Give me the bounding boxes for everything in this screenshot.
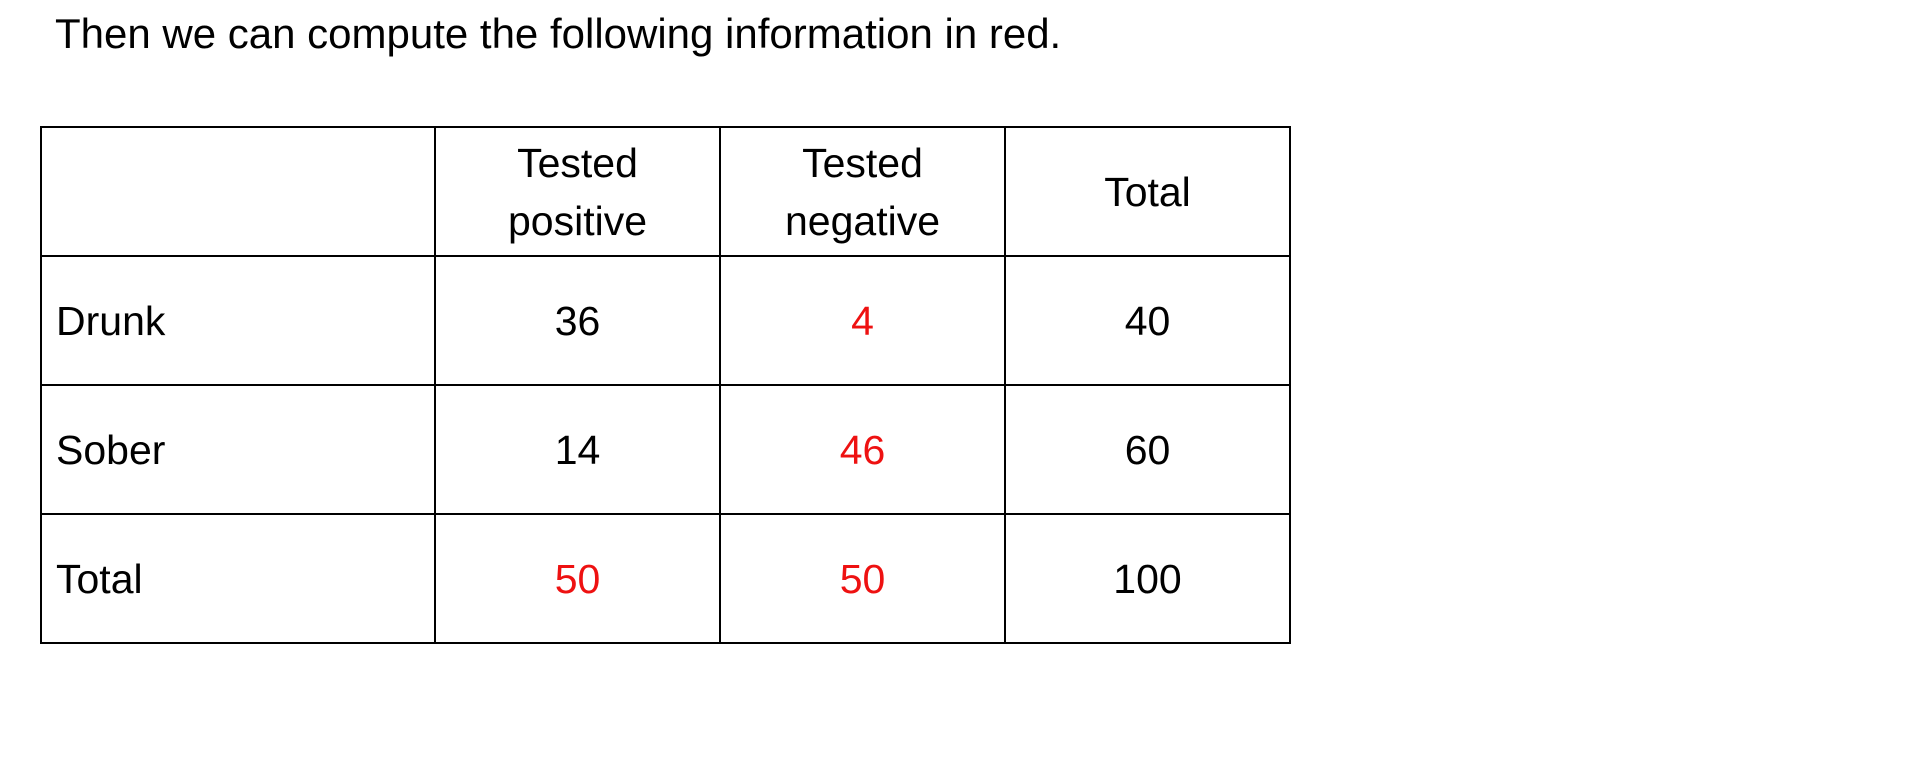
table-row-sober: Sober 14 46 60 bbox=[40, 384, 1291, 515]
header-corner-cell bbox=[40, 126, 436, 257]
header-total: Total bbox=[1004, 126, 1291, 257]
contingency-table: Tested positive Tested negative Total Dr… bbox=[40, 126, 1291, 644]
table-row-total: Total 50 50 100 bbox=[40, 513, 1291, 644]
cell-sober-total: 60 bbox=[1004, 384, 1291, 515]
cell-sober-tested-negative: 46 bbox=[719, 384, 1006, 515]
header-tested-negative-line1: Tested bbox=[802, 139, 923, 186]
row-label-total: Total bbox=[40, 513, 436, 644]
header-tested-positive-line2: positive bbox=[507, 197, 647, 244]
cell-sober-tested-positive: 14 bbox=[434, 384, 721, 515]
row-label-drunk: Drunk bbox=[40, 255, 436, 386]
header-tested-positive: Tested positive bbox=[434, 126, 721, 257]
header-tested-positive-line1: Tested bbox=[517, 139, 638, 186]
cell-total-tested-negative: 50 bbox=[719, 513, 1006, 644]
intro-text: Then we can compute the following inform… bbox=[55, 10, 1062, 57]
cell-total-total: 100 bbox=[1004, 513, 1291, 644]
header-tested-negative: Tested negative bbox=[719, 126, 1006, 257]
row-label-sober: Sober bbox=[40, 384, 436, 515]
table-row-drunk: Drunk 36 4 40 bbox=[40, 255, 1291, 386]
cell-drunk-tested-positive: 36 bbox=[434, 255, 721, 386]
cell-drunk-tested-negative: 4 bbox=[719, 255, 1006, 386]
cell-drunk-total: 40 bbox=[1004, 255, 1291, 386]
cell-total-tested-positive: 50 bbox=[434, 513, 721, 644]
table-header-row: Tested positive Tested negative Total bbox=[40, 126, 1291, 257]
header-tested-negative-line2: negative bbox=[784, 197, 940, 244]
